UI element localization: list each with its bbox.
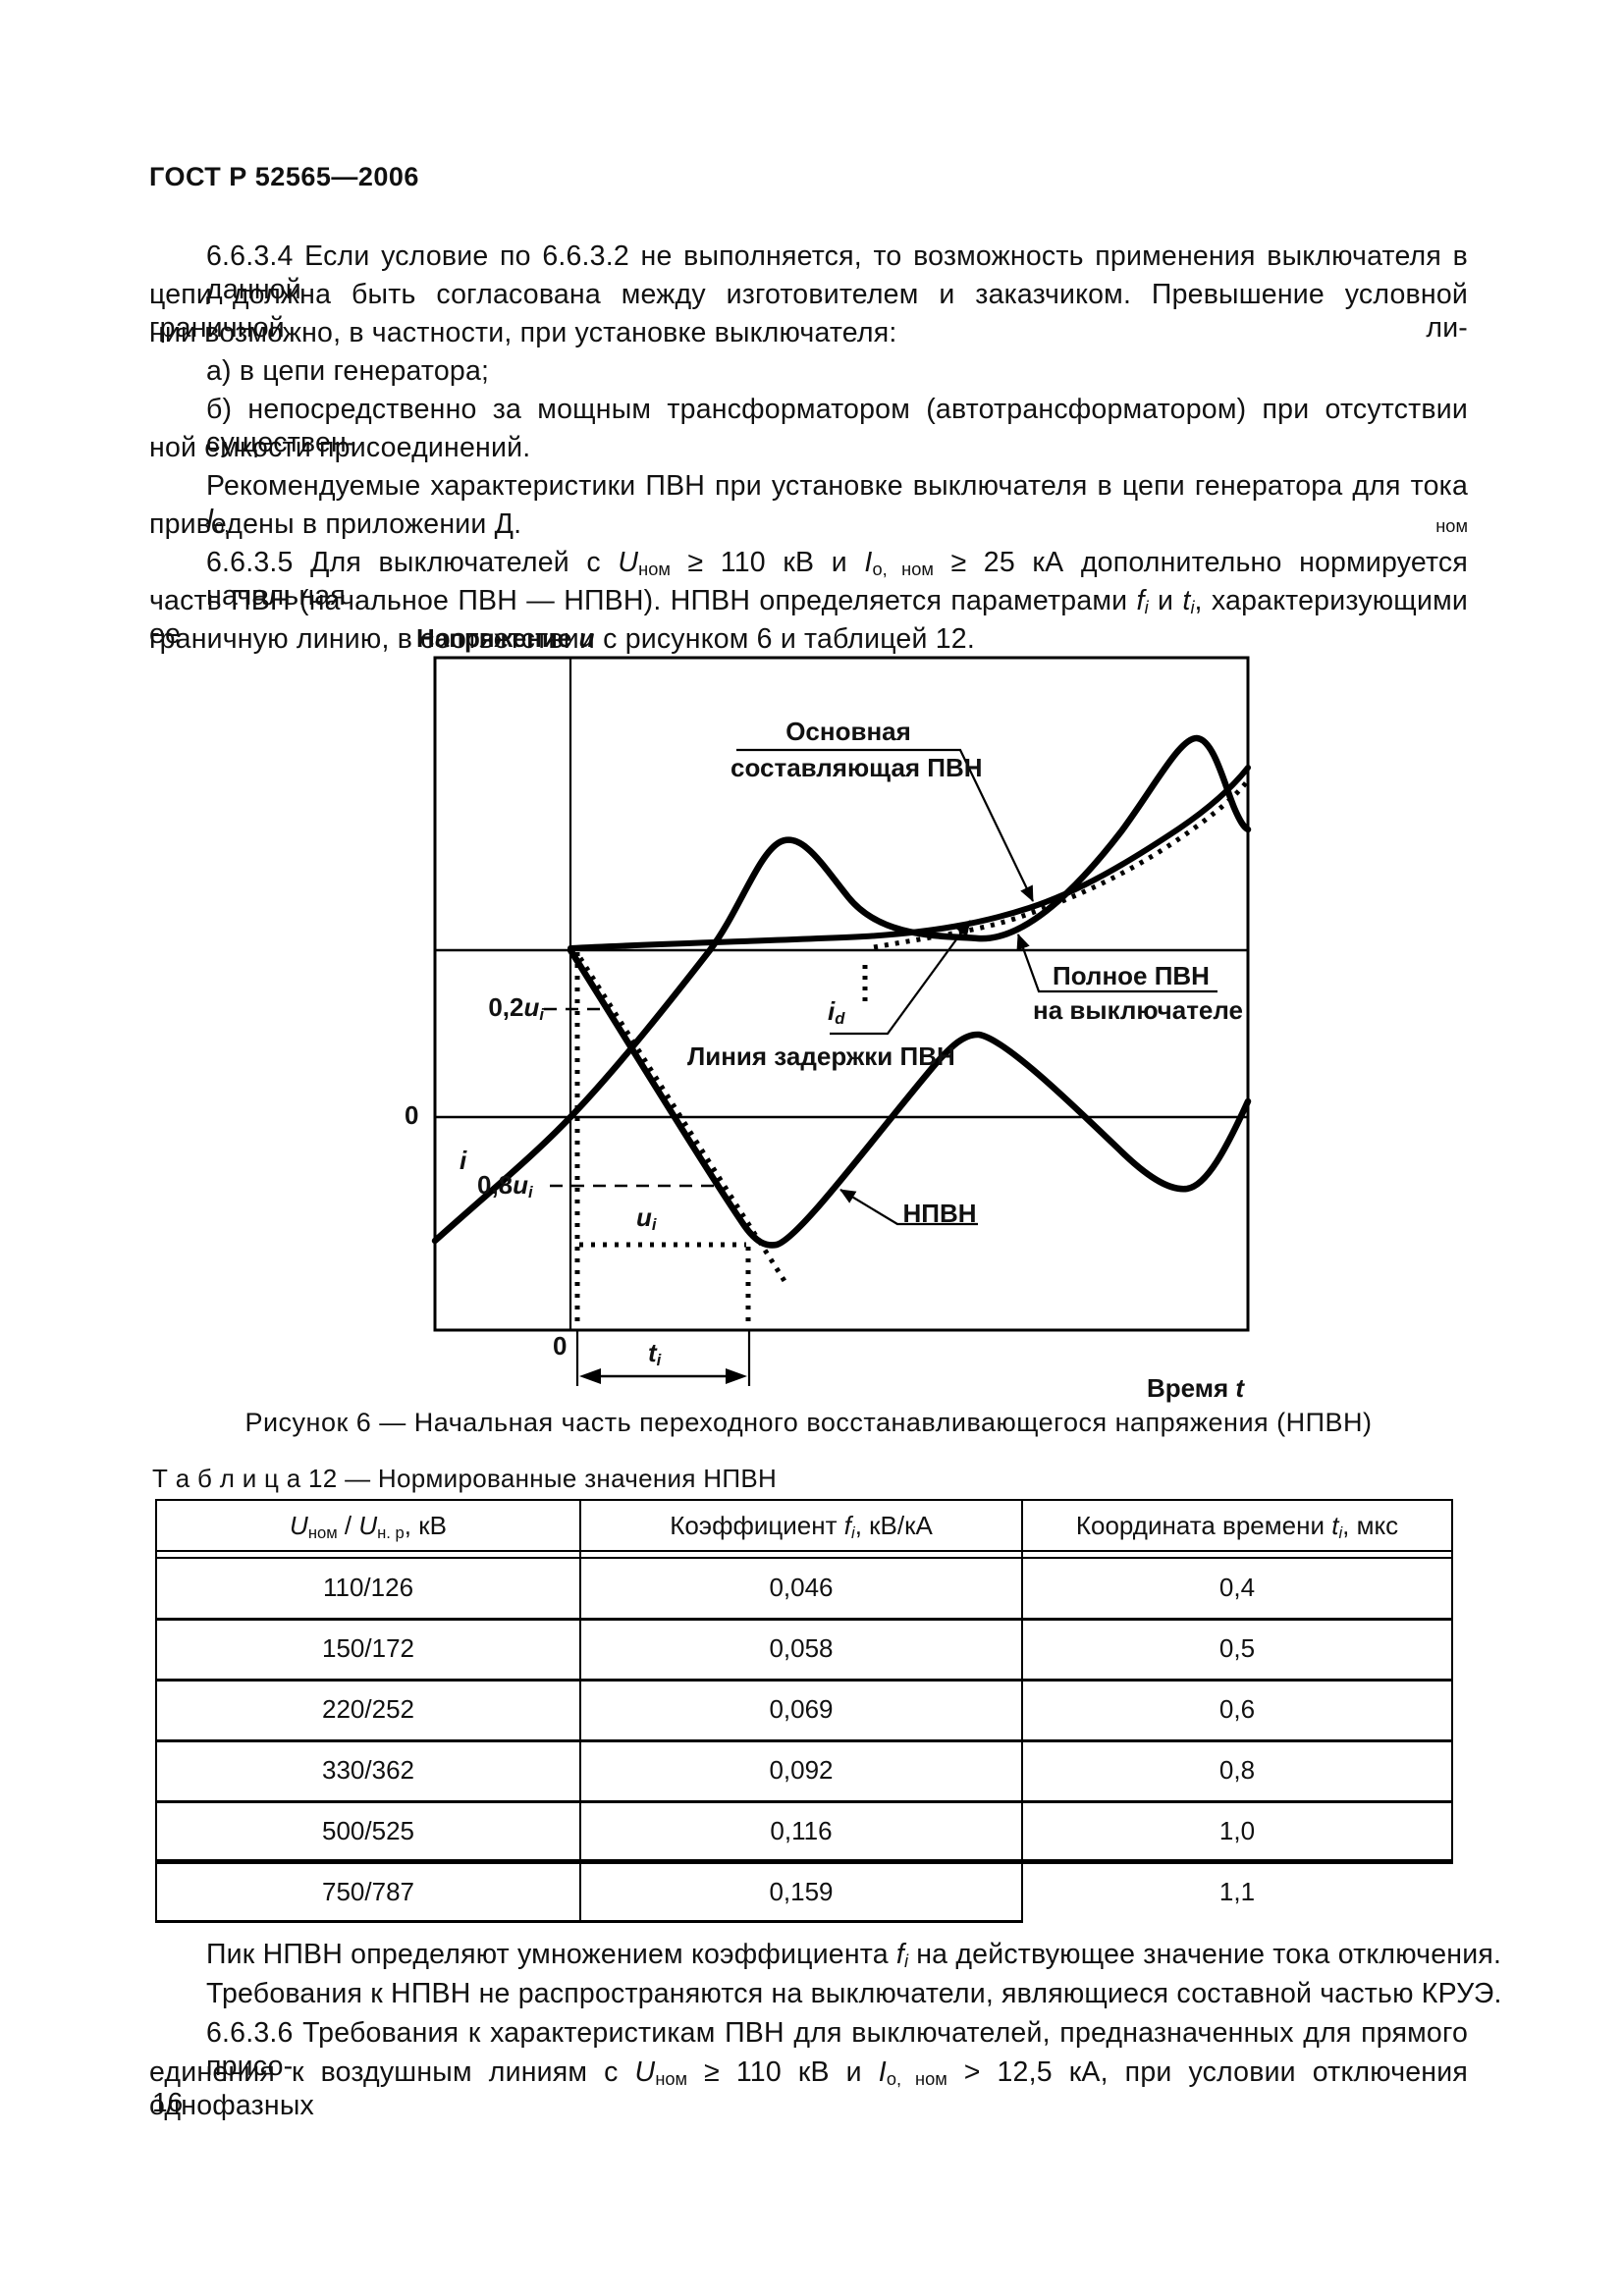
- table-cell: 750/787: [322, 1877, 414, 1906]
- table-header-line-2: [155, 1557, 1453, 1559]
- label-zero-time: 0: [553, 1331, 568, 1361]
- table-header-line-1: [155, 1550, 1453, 1552]
- table-cell: 1,1: [1218, 1877, 1256, 1906]
- body-line: приведены в приложении Д.: [149, 508, 522, 540]
- body-line: Пик НПВН определяют умножением коэффицие…: [206, 1939, 1502, 1971]
- table-cell: 330/362: [322, 1755, 414, 1785]
- body-line: граничную линию, в соответствии с рисунк…: [149, 623, 975, 655]
- ti-arrowhead-left: [579, 1368, 601, 1384]
- body-line: 6.6.3.5 Для выключателей с Uном ≥ 110 кВ…: [206, 547, 1468, 612]
- body-line: Рекомендуемые характеристики ПВН при уст…: [206, 470, 1468, 536]
- body-line: б) непосредственно за мощным трансформат…: [206, 394, 1468, 458]
- label-ti: ti: [648, 1338, 662, 1369]
- label-current-i: i: [460, 1146, 467, 1175]
- table-header-cell: Координата времени ti, мкс: [1075, 1511, 1399, 1542]
- figure-x-axis-label: Время t: [1147, 1373, 1245, 1403]
- table-row-separator: [155, 1618, 1453, 1621]
- table-header-cell: Коэффициент fi, кВ/кА: [670, 1511, 933, 1542]
- main-component-callout-line: [736, 748, 1034, 902]
- table-row-separator: [155, 1679, 1453, 1682]
- table-cell: 500/525: [322, 1816, 414, 1845]
- table-cell: 0,058: [769, 1633, 834, 1663]
- body-line: 6.6.3.4 Если условие по 6.6.3.2 не выпол…: [206, 240, 1468, 305]
- body-line: Требования к НПВН не распространяются на…: [206, 1978, 1502, 2009]
- table-cell: 0,116: [770, 1816, 833, 1845]
- label-delay-line: Линия задержки ПВН: [687, 1041, 955, 1071]
- body-line: часть ПВН (начальное ПВН — НПВН). НПВН о…: [149, 585, 1468, 650]
- table-cell: 0,8: [1218, 1755, 1256, 1785]
- table-column-divider-1: [579, 1499, 581, 1923]
- body-line: единения к воздушным линиям с Uном ≥ 110…: [149, 2056, 1468, 2121]
- body-line: нии возможно, в частности, при установке…: [149, 317, 897, 348]
- table-title: Т а б л и ц а 12 — Нормированные значени…: [152, 1464, 778, 1493]
- label-itrv: НПВН: [902, 1199, 977, 1228]
- table-row-separator: [155, 1739, 1453, 1742]
- label-id: id: [828, 996, 845, 1028]
- itrv-curve: [567, 946, 1252, 1249]
- table-cell: 150/172: [322, 1633, 414, 1663]
- table-cell: 0,6: [1218, 1694, 1256, 1724]
- table-cell: 1,0: [1218, 1816, 1256, 1845]
- body-line: цепи должна быть согласована между изгот…: [149, 279, 1468, 344]
- table-cell: 0,159: [769, 1877, 834, 1906]
- figure-y-axis-label: Напряжение u: [416, 623, 595, 653]
- trv-delay-reference-dotted: [873, 778, 1250, 950]
- table-border-top: [155, 1499, 1453, 1501]
- itrv-callout-line: [839, 1189, 978, 1226]
- figure-caption: Рисунок 6 — Начальная часть переходного …: [244, 1408, 1373, 1437]
- table-column-divider-2: [1021, 1499, 1023, 1923]
- label-zero-voltage: 0: [405, 1100, 419, 1130]
- table-cell: 220/252: [322, 1694, 414, 1724]
- full-trv-callout-line: [1016, 934, 1217, 993]
- table-border-right: [1451, 1499, 1453, 1861]
- table-row-separator: [155, 1800, 1453, 1803]
- table-border-left: [155, 1499, 157, 1923]
- label-u08: 0,8ui: [477, 1170, 533, 1201]
- label-full-trv-line1: Полное ПВН: [1053, 961, 1210, 990]
- id-callout-line: [830, 920, 971, 1036]
- main-trv-component-curve: [568, 765, 1251, 951]
- label-main-component-line2: составляющая ПВН: [730, 753, 983, 782]
- table-border-bottom-partial: [155, 1920, 1023, 1923]
- label-main-component-line1: Основная: [785, 717, 911, 746]
- table-cell: 0,4: [1218, 1573, 1256, 1602]
- table-cell: 0,069: [769, 1694, 834, 1724]
- label-ui: ui: [636, 1202, 657, 1234]
- body-line: а) в цепи генератора;: [206, 355, 490, 387]
- label-u02: 0,2ui: [488, 992, 544, 1024]
- page-number: 16: [152, 2087, 184, 2117]
- body-line: ной емкости присоединений.: [149, 432, 531, 463]
- table-cell: 0,092: [769, 1755, 834, 1785]
- plot-frame: [433, 656, 1250, 1332]
- label-full-trv-line2: на выключателе: [1033, 995, 1244, 1025]
- table-cell: 0,5: [1218, 1633, 1256, 1663]
- page-title: ГОСТ Р 52565—2006: [149, 162, 419, 191]
- ti-arrowhead-right: [726, 1368, 747, 1384]
- table-header-cell: Uном / Uн. р, кВ: [290, 1511, 447, 1542]
- table-row-separator-thick: [155, 1859, 1453, 1864]
- body-line: 6.6.3.6 Требования к характеристикам ПВН…: [206, 2017, 1468, 2082]
- table-cell: 0,046: [769, 1573, 834, 1602]
- itrv-delay-line-dotted: [577, 956, 787, 1283]
- table-cell: 110/126: [322, 1573, 414, 1602]
- current-and-full-trv-curve: [431, 734, 1252, 1245]
